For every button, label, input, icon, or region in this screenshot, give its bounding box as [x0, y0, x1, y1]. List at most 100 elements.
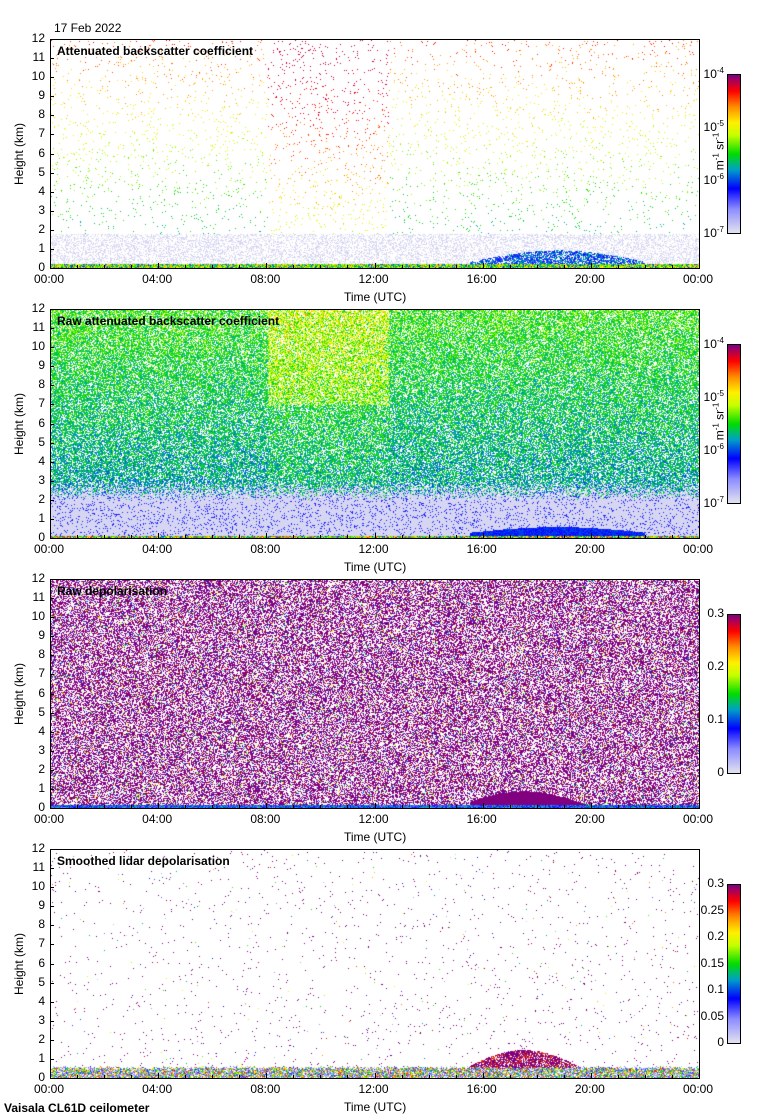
- y-tick-label: 7: [38, 666, 45, 681]
- x-tick-label: 12:00: [358, 1082, 389, 1096]
- y-tick-label: 0: [38, 260, 45, 274]
- y-tick-mark: [50, 598, 54, 600]
- x-tick-mark: [699, 803, 700, 808]
- x-tick-mark: [455, 535, 457, 538]
- x-tick-mark: [212, 805, 214, 808]
- panel-title: Raw attenuated backscatter coefficient: [57, 314, 280, 328]
- x-tick-mark: [590, 533, 592, 538]
- colorbar-tick-label: 0.1: [707, 712, 724, 726]
- x-tick-mark: [293, 1075, 295, 1078]
- y-tick-label: 9: [38, 898, 45, 913]
- x-tick-mark: [158, 1073, 160, 1078]
- y-tick-label: 0: [38, 1070, 45, 1084]
- x-tick-mark: [428, 805, 430, 808]
- x-tick-label: 00:00: [683, 272, 714, 286]
- x-tick-mark: [158, 533, 160, 538]
- heatmap-image: [51, 310, 699, 538]
- x-tick-mark: [320, 535, 322, 538]
- y-tick-label: 10: [31, 69, 45, 84]
- x-axis-label: Time (UTC): [344, 1100, 407, 1114]
- colorbar: [727, 884, 741, 1044]
- x-tick-label: 00:00: [683, 542, 714, 556]
- x-tick-mark: [590, 1073, 592, 1078]
- x-tick-label: 04:00: [142, 272, 173, 286]
- x-tick-mark: [104, 265, 106, 268]
- y-tick-mark: [50, 77, 54, 79]
- y-tick-label: 12: [31, 571, 45, 585]
- x-tick-mark: [239, 535, 241, 538]
- y-tick-label: 1: [38, 780, 45, 795]
- x-tick-mark: [699, 1073, 700, 1078]
- colorbar-tick-label: 10-4: [703, 336, 724, 351]
- x-tick-mark: [482, 1073, 484, 1078]
- x-tick-mark: [455, 1075, 457, 1078]
- y-tick-mark: [50, 153, 54, 155]
- x-tick-mark: [347, 535, 349, 538]
- x-tick-label: 08:00: [250, 812, 281, 826]
- x-tick-mark: [50, 803, 51, 808]
- x-tick-mark: [509, 535, 511, 538]
- x-tick-mark: [644, 1075, 646, 1078]
- x-tick-mark: [77, 265, 79, 268]
- heatmap-plot-area[interactable]: Attenuated backscatter coefficient: [50, 39, 700, 269]
- colorbar-tick-label: 10-6: [703, 172, 724, 187]
- colorbar: [727, 344, 741, 504]
- x-tick-label: 08:00: [250, 272, 281, 286]
- x-tick-mark: [131, 1075, 133, 1078]
- y-tick-label: 2: [38, 1031, 45, 1046]
- x-tick-label: 08:00: [250, 1082, 281, 1096]
- x-tick-mark: [185, 1075, 187, 1078]
- x-tick-mark: [509, 265, 511, 268]
- x-tick-mark: [401, 1075, 403, 1078]
- x-tick-label: 04:00: [142, 542, 173, 556]
- colorbar-tick-label: 0.15: [700, 955, 724, 970]
- y-tick-mark: [50, 925, 54, 927]
- x-tick-mark: [77, 805, 79, 808]
- heatmap-plot-area[interactable]: Raw depolarisation: [50, 579, 700, 809]
- x-tick-mark: [293, 805, 295, 808]
- y-tick-mark: [50, 788, 54, 790]
- y-tick-mark: [50, 518, 54, 520]
- x-tick-mark: [563, 805, 565, 808]
- x-tick-mark: [401, 265, 403, 268]
- y-tick-mark: [50, 538, 54, 539]
- x-tick-label: 00:00: [683, 812, 714, 826]
- colorbar-tick-label: 10-5: [703, 389, 724, 404]
- x-tick-mark: [563, 265, 565, 268]
- x-tick-mark: [671, 805, 673, 808]
- colorbar-gradient: [728, 885, 740, 1043]
- y-tick-label: 1: [38, 1050, 45, 1065]
- y-tick-label: 11: [32, 50, 45, 65]
- heatmap-plot-area[interactable]: Smoothed lidar depolarisation: [50, 849, 700, 1079]
- y-tick-mark: [50, 617, 54, 619]
- x-tick-mark: [266, 803, 268, 808]
- y-axis-label: Height (km): [12, 932, 27, 996]
- y-tick-mark: [50, 808, 54, 809]
- y-tick-mark: [50, 982, 54, 984]
- y-tick-mark: [50, 674, 54, 676]
- x-tick-mark: [77, 535, 79, 538]
- x-tick-mark: [617, 1075, 619, 1078]
- y-tick-label: 10: [31, 609, 45, 624]
- x-tick-mark: [158, 263, 160, 268]
- colorbar-tick-label: 10-4: [703, 66, 724, 81]
- x-tick-label: 12:00: [358, 272, 389, 286]
- heatmap-plot-area[interactable]: Raw attenuated backscatter coefficient: [50, 309, 700, 539]
- x-tick-mark: [266, 533, 268, 538]
- y-tick-label: 5: [38, 164, 45, 179]
- x-tick-mark: [212, 1075, 214, 1078]
- y-tick-label: 10: [31, 879, 45, 894]
- x-tick-mark: [536, 265, 538, 268]
- x-tick-mark: [320, 1075, 322, 1078]
- y-tick-mark: [50, 347, 54, 349]
- y-tick-mark: [50, 404, 54, 406]
- y-tick-mark: [50, 328, 54, 330]
- y-tick-label: 6: [38, 415, 45, 430]
- x-tick-mark: [266, 263, 268, 268]
- y-tick-label: 11: [32, 590, 45, 605]
- y-tick-label: 9: [38, 628, 45, 643]
- colorbar: [727, 614, 741, 774]
- y-tick-label: 11: [32, 320, 45, 335]
- colorbar-units-label: m-1 sr-1: [711, 402, 727, 441]
- colorbar: [727, 74, 741, 234]
